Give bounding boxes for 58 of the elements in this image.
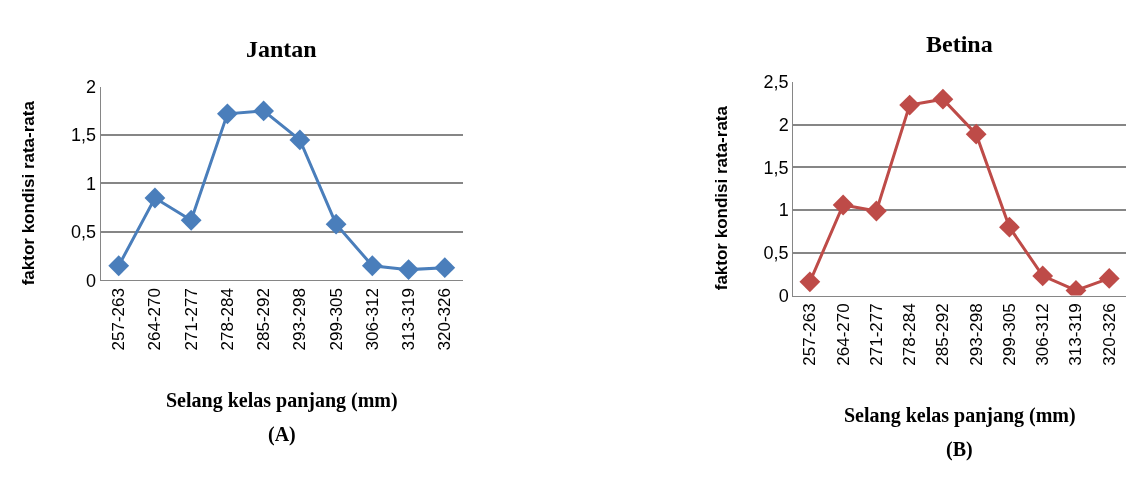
x-tick-label: 271-277 xyxy=(181,288,201,351)
point xyxy=(325,213,347,235)
y-axis-title: faktor kondisi rata-rata xyxy=(712,105,732,291)
point xyxy=(253,100,275,122)
x-tick-label: 306-312 xyxy=(362,288,382,351)
point xyxy=(1098,268,1120,289)
point xyxy=(434,257,456,279)
x-tick-label: 264-270 xyxy=(833,303,853,366)
x-tick-label: 264-270 xyxy=(145,288,165,351)
x-tick-label: 285-292 xyxy=(254,288,274,351)
x-tick-label: 293-298 xyxy=(290,288,310,351)
y-tick-label: 0,5 xyxy=(70,222,96,243)
x-tick-label: 306-312 xyxy=(1033,303,1053,366)
y-tick-label: 0 xyxy=(778,285,789,306)
chart-title: Jantan xyxy=(246,36,317,62)
x-tick-label: 293-298 xyxy=(966,303,986,366)
x-tick-label: 299-305 xyxy=(999,303,1019,366)
y-tick-label: 0 xyxy=(85,270,96,291)
y-tick-label: 2 xyxy=(85,76,96,97)
x-tick-label: 313-319 xyxy=(399,288,419,351)
y-axis-title: faktor kondisi rata-rata xyxy=(18,100,38,286)
chart-title: Betina xyxy=(926,31,993,57)
point xyxy=(865,200,887,222)
x-tick-label: 278-284 xyxy=(217,288,237,351)
point xyxy=(832,194,854,216)
x-tick-label: 313-319 xyxy=(1066,303,1086,366)
y-tick-label: 0,5 xyxy=(763,243,789,264)
x-tick-label: 257-263 xyxy=(109,288,129,351)
point xyxy=(289,129,311,151)
x-axis-title: Selang kelas panjang (mm) xyxy=(166,389,398,412)
point xyxy=(361,255,383,277)
point xyxy=(217,103,238,125)
x-tick-label: 320-326 xyxy=(435,288,455,351)
x-tick-label: 299-305 xyxy=(326,288,346,351)
point xyxy=(965,123,987,145)
point xyxy=(180,209,202,231)
point xyxy=(108,255,130,277)
x-tick-label: 320-326 xyxy=(1099,303,1119,366)
y-tick-label: 1,5 xyxy=(70,125,96,146)
x-tick-label: 278-284 xyxy=(900,303,920,366)
text: (A) xyxy=(268,423,296,446)
y-tick-label: 1 xyxy=(778,200,789,221)
point xyxy=(932,88,954,110)
point xyxy=(1032,265,1054,287)
x-tick-label: 271-277 xyxy=(866,303,886,366)
y-tick-label: 2 xyxy=(778,115,789,136)
text: (B) xyxy=(946,438,973,461)
x-tick-label: 257-263 xyxy=(800,303,820,366)
point xyxy=(999,216,1020,238)
x-tick-label: 285-292 xyxy=(933,303,953,366)
y-tick-label: 1,5 xyxy=(763,157,789,178)
point xyxy=(398,259,419,281)
y-tick-label: 2,5 xyxy=(763,72,789,93)
point xyxy=(899,94,921,116)
point xyxy=(799,271,821,293)
x-axis-title: Selang kelas panjang (mm) xyxy=(844,404,1076,427)
point xyxy=(144,187,166,209)
y-tick-label: 1 xyxy=(85,173,96,194)
